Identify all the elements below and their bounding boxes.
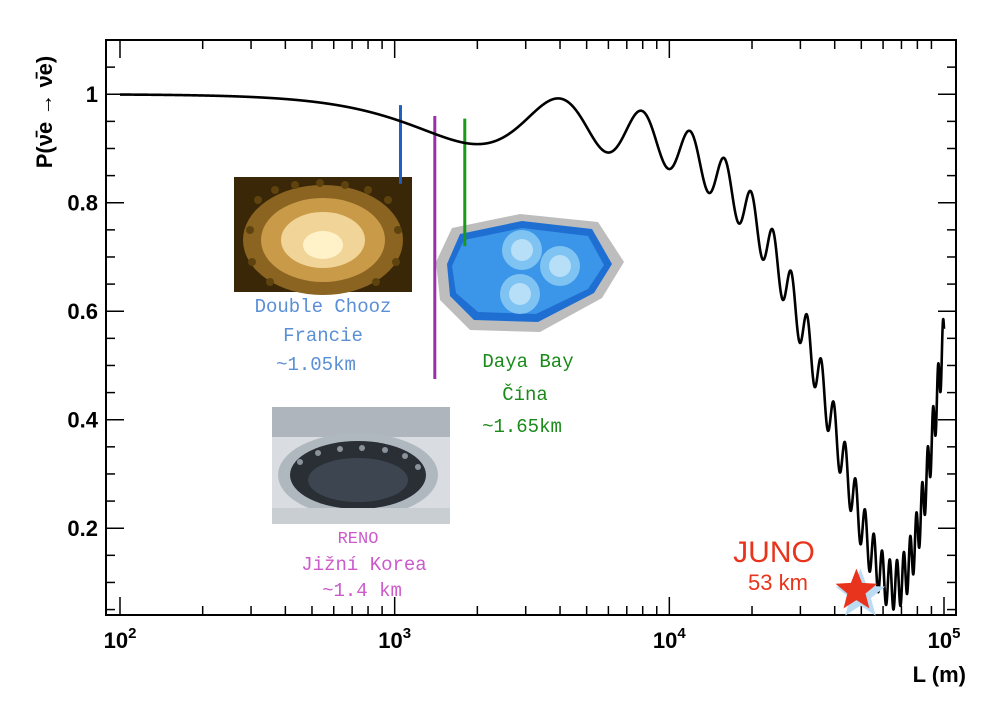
y-tick-label: 1 [86, 82, 98, 107]
double-chooz-country: Francie [283, 325, 363, 347]
survival-probability-curve [118, 93, 946, 611]
daya-bay-country: Čína [502, 384, 548, 406]
y-axis-ticks: 0.2 0.4 0.6 0.8 1 [67, 39, 956, 611]
y-tick-label: 0.4 [67, 408, 98, 433]
juno-name: JUNO [733, 536, 815, 569]
juno-distance: 53 km [748, 570, 808, 595]
x-axis-ticks: 102 103 104 105 [104, 40, 961, 653]
x-tick-label: 104 [653, 625, 686, 653]
reno-distance: ~1.4 km [322, 580, 402, 602]
x-tick-label: 102 [104, 625, 137, 653]
reno-label: RENO Jižní Korea ~1.4 km [301, 530, 426, 602]
reno-photo [272, 407, 450, 524]
y-tick-label: 0.6 [67, 299, 98, 324]
juno-star-mark [835, 568, 878, 609]
reno-name: RENO [338, 530, 379, 549]
reno-country: Jižní Korea [301, 554, 426, 576]
experiment-baselines [398, 105, 467, 380]
daya-bay-name: Daya Bay [482, 351, 573, 373]
plot-frame [105, 39, 957, 616]
y-axis-title: P(ν̄e → ν̄e) [32, 56, 57, 169]
daya-bay-distance: ~1.65km [482, 416, 562, 438]
double-chooz-name: Double Chooz [255, 296, 392, 318]
juno-star-icon [835, 568, 886, 616]
daya-bay-photo [436, 214, 624, 332]
double-chooz-label: Double Chooz Francie ~1.05km [255, 296, 392, 376]
daya-bay-label: Daya Bay Čína ~1.65km [482, 351, 574, 438]
juno-label: JUNO 53 km [733, 536, 815, 595]
double-chooz-distance: ~1.05km [276, 354, 356, 376]
y-tick-label: 0.2 [67, 516, 98, 541]
y-tick-label: 0.8 [67, 191, 98, 216]
x-axis-title: L (m) [913, 662, 966, 687]
x-tick-label: 105 [928, 625, 961, 653]
double-chooz-photo [234, 177, 412, 295]
axes-frame [105, 39, 957, 616]
x-tick-label: 103 [378, 625, 411, 653]
